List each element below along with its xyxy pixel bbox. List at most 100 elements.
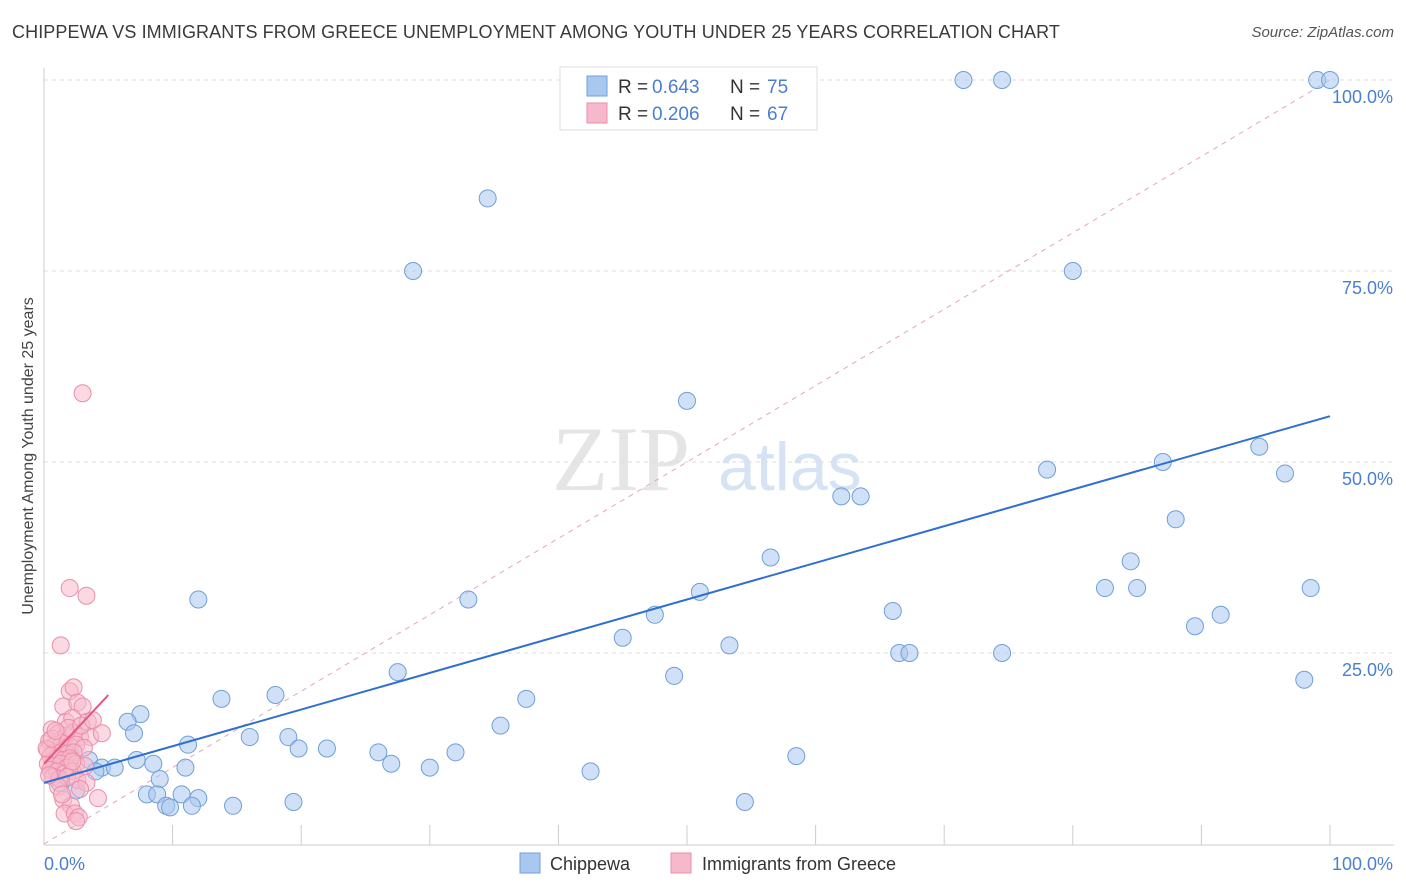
chippewa-point: [404, 262, 423, 280]
chippewa-point: [224, 796, 243, 815]
chippewa-n-label: N =: [730, 77, 760, 98]
greece-point: [73, 384, 92, 403]
chippewa-point: [144, 754, 163, 773]
x-tick-label: 0.0%: [44, 854, 85, 874]
axes: [43, 68, 1394, 846]
chippewa-point: [182, 796, 201, 815]
greece-point: [71, 779, 90, 798]
chippewa-point: [883, 601, 902, 620]
greece-point: [53, 785, 72, 804]
chippewa-point: [900, 644, 919, 662]
chippewa-point: [446, 743, 465, 762]
chippewa-point: [1063, 262, 1082, 280]
chippewa-point: [613, 628, 632, 647]
y-tick-label: 25.0%: [1342, 660, 1393, 680]
greece-point: [92, 724, 111, 743]
legend-chippewa-label: Chippewa: [550, 854, 631, 874]
chippewa-point: [993, 644, 1012, 662]
chippewa-point: [1211, 605, 1230, 624]
grid-lines: [44, 79, 1394, 654]
x-tick-label: 100.0%: [1332, 854, 1393, 874]
chippewa-point: [1321, 71, 1339, 89]
chippewa-point: [388, 663, 407, 682]
watermark-zip: ZIP: [552, 408, 690, 510]
chippewa-swatch: [586, 75, 608, 97]
chippewa-point: [1128, 579, 1147, 598]
chippewa-point: [491, 716, 510, 735]
chippewa-point: [1166, 510, 1185, 529]
chippewa-point: [1301, 579, 1320, 598]
source-label: Source: ZipAtlas.com: [1251, 24, 1394, 41]
chippewa-point: [369, 743, 388, 762]
chippewa-point: [1095, 579, 1114, 598]
chippewa-point: [176, 758, 195, 777]
chippewa-point: [279, 728, 298, 747]
legend-chippewa-swatch: [519, 852, 541, 874]
chippewa-point: [1275, 464, 1294, 483]
chippewa-point: [665, 666, 684, 685]
chippewa-point: [735, 792, 754, 811]
chippewa-point: [150, 770, 169, 789]
greece-point: [67, 812, 86, 831]
trend-line-chippewa: [43, 415, 1331, 784]
greece-point: [89, 789, 108, 808]
series-legend: Chippewa Immigrants from Greece: [519, 852, 896, 874]
chart-title: CHIPPEWA VS IMMIGRANTS FROM GREECE UNEMP…: [12, 22, 1061, 42]
chippewa-point: [317, 739, 336, 758]
legend-greece-label: Immigrants from Greece: [702, 854, 896, 874]
greece-r-value: 0.206: [652, 104, 700, 125]
greece-point: [60, 579, 79, 598]
chippewa-point: [382, 754, 401, 773]
chippewa-r-label: R =: [618, 77, 648, 98]
greece-n-label: N =: [730, 104, 760, 125]
chippewa-point: [1038, 460, 1057, 479]
chippewa-point: [179, 735, 198, 754]
chippewa-point: [161, 798, 180, 817]
trend-line-greece: [43, 694, 110, 765]
greece-n-value: 67: [767, 104, 788, 125]
greece-point: [63, 752, 82, 771]
y-tick-label: 50.0%: [1342, 469, 1393, 489]
greece-r-label: R =: [618, 104, 648, 125]
chippewa-point: [993, 71, 1012, 89]
chippewa-point: [787, 747, 806, 766]
chippewa-point: [289, 739, 308, 758]
chippewa-point: [459, 590, 478, 609]
chippewa-point: [1121, 552, 1140, 571]
y-tick-label: 100.0%: [1332, 87, 1393, 107]
chippewa-point: [720, 636, 739, 655]
chippewa-point: [851, 487, 870, 506]
series-chippewa: [45, 71, 1339, 817]
chippewa-point: [212, 689, 231, 708]
x-ticks: [172, 825, 1331, 845]
greece-point: [64, 678, 83, 697]
legend-greece-swatch: [670, 852, 692, 874]
chippewa-point: [478, 189, 497, 208]
chippewa-point: [1185, 617, 1204, 636]
chippewa-n-value: 75: [767, 77, 788, 98]
chippewa-point: [284, 792, 303, 811]
chippewa-point: [761, 548, 780, 567]
y-axis-label: Unemployment Among Youth under 25 years: [20, 297, 37, 615]
greece-point: [51, 636, 70, 655]
chippewa-point: [420, 758, 439, 777]
chippewa-point: [581, 762, 600, 781]
chippewa-r-value: 0.643: [652, 77, 700, 98]
chippewa-point: [517, 689, 536, 708]
greece-swatch: [586, 102, 608, 124]
stats-legend: R = 0.643 N = 75 R = 0.206 N = 67: [559, 66, 818, 131]
chippewa-point: [172, 785, 191, 804]
chippewa-point: [266, 686, 285, 705]
chippewa-point: [189, 590, 208, 609]
chippewa-point: [125, 724, 144, 743]
y-tick-label: 75.0%: [1342, 278, 1393, 298]
chippewa-point: [832, 487, 851, 506]
greece-point: [77, 586, 96, 605]
greece-point: [46, 721, 65, 740]
chippewa-point: [1250, 437, 1269, 456]
chippewa-point: [1295, 670, 1314, 689]
chippewa-point: [954, 71, 973, 89]
chippewa-point: [678, 391, 696, 410]
chippewa-point: [240, 728, 259, 747]
